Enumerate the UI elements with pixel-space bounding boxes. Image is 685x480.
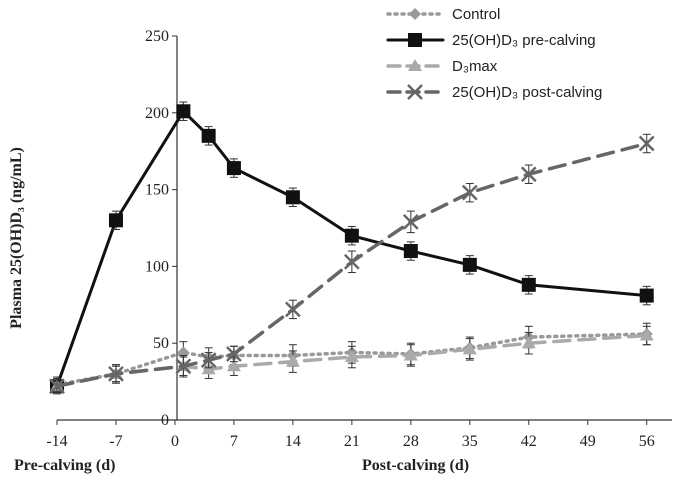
data-point: [344, 350, 359, 363]
x-tick-label: 35: [462, 433, 478, 450]
data-point: [462, 342, 477, 355]
x-tick-label: 21: [344, 433, 360, 450]
legend-label: Control: [452, 6, 500, 23]
legend: Control 25(OH)D₃ pre-calving D₃max 25(OH)D₃…: [386, 6, 602, 101]
y-tick-label: 200: [145, 105, 169, 122]
data-point: [175, 358, 192, 375]
data-point: [176, 104, 191, 119]
data-point: [639, 288, 654, 303]
data-point: [226, 161, 241, 176]
legend-label: 25(OH)D₃ post-calving: [452, 84, 602, 101]
y-tick-label: 0: [161, 412, 169, 429]
data-point: [521, 277, 536, 292]
x-axis-title-pre: Pre-calving (d): [14, 457, 115, 474]
data-point: [108, 366, 124, 382]
data-point: [49, 378, 65, 395]
y-tick-label: 50: [153, 335, 169, 352]
data-point: [285, 301, 301, 318]
x-axis-title-post: Post-calving (d): [362, 457, 469, 474]
data-point: [201, 128, 216, 143]
data-point: [403, 244, 418, 259]
y-axis-title: Plasma 25(OH)D₃ (ng/mL): [8, 147, 25, 329]
legend-marker: [408, 33, 422, 47]
x-tick-label: -7: [109, 433, 122, 450]
legend-item-1: Control: [386, 6, 500, 23]
legend-marker: [407, 84, 423, 100]
data-point: [201, 362, 216, 375]
x-tick-label: 14: [285, 433, 301, 450]
data-point: [285, 354, 300, 367]
series-2: [50, 101, 654, 394]
y-tick-label: 100: [145, 258, 169, 275]
series-4: [49, 133, 655, 395]
y-tick-label: 150: [145, 182, 169, 199]
y-tick-label: 250: [145, 28, 169, 45]
data-point: [639, 328, 654, 341]
data-point: [285, 190, 300, 205]
series-layer: [49, 101, 655, 395]
legend-item-4: 25(OH)D₃ post-calving: [386, 84, 602, 101]
data-point: [403, 348, 418, 361]
data-point: [521, 336, 536, 349]
data-point: [638, 135, 655, 152]
legend-marker: [408, 59, 422, 71]
x-tick-label: -14: [46, 433, 67, 450]
legend-item-3: D₃max: [386, 58, 498, 75]
data-point: [402, 213, 419, 230]
x-tick-label: 49: [580, 433, 596, 450]
data-point: [200, 352, 217, 368]
legend-marker: [409, 8, 421, 20]
data-point: [344, 228, 359, 243]
legend-label: D₃max: [452, 58, 498, 75]
legend-label: 25(OH)D₃ pre-calving: [452, 32, 596, 49]
data-point: [108, 213, 123, 228]
legend-item-2: 25(OH)D₃ pre-calving: [386, 32, 596, 49]
data-point: [226, 346, 242, 362]
data-point: [461, 184, 478, 201]
data-point: [520, 166, 537, 183]
x-tick-label: 42: [521, 433, 537, 450]
x-tick-label: 28: [403, 433, 419, 450]
data-point: [462, 257, 477, 272]
x-tick-label: 0: [171, 433, 179, 450]
x-tick-label: 7: [230, 433, 238, 450]
axes: 0 50 100 150 200 250 -14 -7 0 7 14 21 28 35 42 49 56: [46, 28, 672, 450]
data-point: [226, 359, 241, 372]
x-tick-label: 56: [639, 433, 655, 450]
data-point: [343, 253, 360, 270]
